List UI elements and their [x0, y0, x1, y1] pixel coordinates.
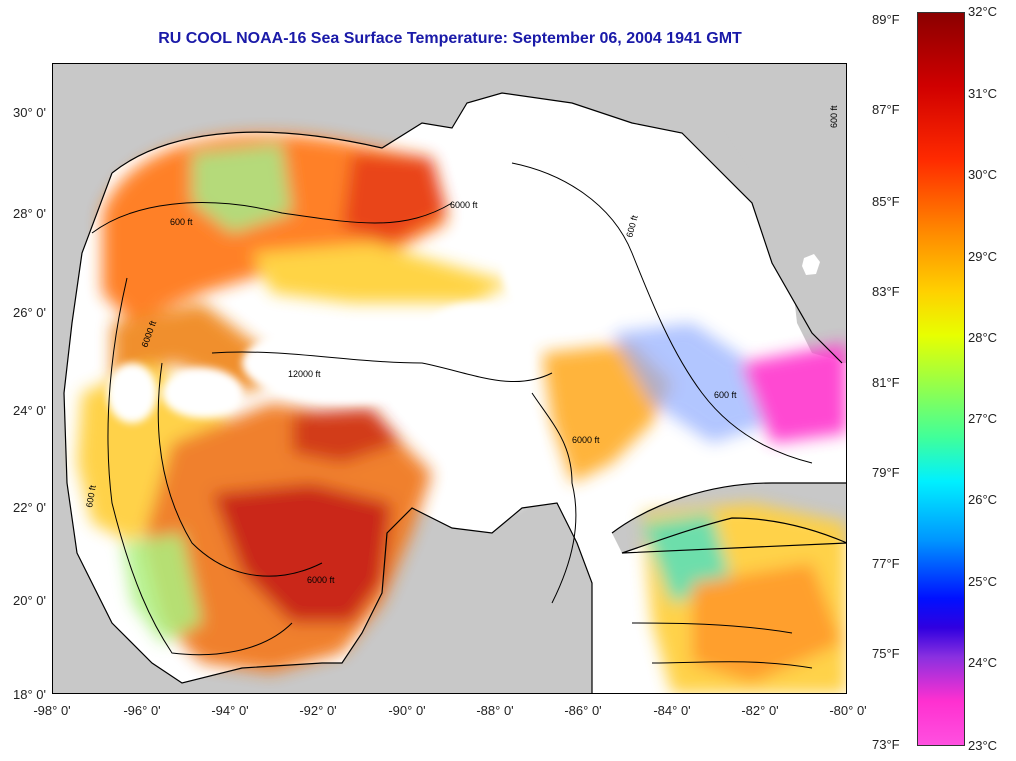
colorbar-c-label: 28°C [968, 330, 998, 345]
lon-label: -90° 0' [388, 703, 426, 718]
coastline [111, 92, 843, 364]
lon-label: -80° 0' [829, 703, 867, 718]
bathymetry-contours [91, 162, 813, 669]
colorbar-f-label: 87°F [872, 102, 900, 117]
lat-label: 28° 0' [13, 206, 46, 221]
colorbar-c-label: 29°C [968, 249, 998, 264]
lat-label: 24° 0' [13, 403, 46, 418]
colorbar-f-label: 89°F [872, 12, 900, 27]
colorbar-c-label: 27°C [968, 411, 998, 426]
lon-label: -96° 0' [123, 703, 161, 718]
lat-label: 18° 0' [13, 687, 46, 702]
contour-label: 6000 ft [307, 575, 335, 585]
lon-label: -86° 0' [564, 703, 602, 718]
map-canvas: 600 ft 6000 ft 12000 ft 600 ft 6000 ft 6… [52, 63, 847, 694]
colorbar-f-label: 73°F [872, 737, 900, 752]
colorbar-c-label: 31°C [968, 86, 998, 101]
contour-label: 6000 ft [450, 200, 478, 210]
lon-label: -82° 0' [741, 703, 779, 718]
colorbar-f-label: 83°F [872, 284, 900, 299]
florida-land [512, 63, 847, 363]
colorbar-c-label: 25°C [968, 574, 998, 589]
contour-label: 600 ft [84, 484, 98, 508]
lat-label: 20° 0' [13, 593, 46, 608]
lake-okeechobee [802, 254, 820, 275]
mexico-coastline [63, 172, 593, 694]
colorbar-f-label: 75°F [872, 646, 900, 661]
contour-label: 600 ft [829, 105, 839, 128]
colorbar-f-label: 79°F [872, 465, 900, 480]
colorbar-c-label: 26°C [968, 492, 998, 507]
cloud-patches [107, 193, 642, 513]
lat-label: 22° 0' [13, 500, 46, 515]
contour-label: 600 ft [170, 217, 193, 227]
contour-label: 600 ft [714, 390, 737, 400]
colorbar-f-label: 85°F [872, 194, 900, 209]
contour-label: 6000 ft [572, 435, 600, 445]
sst-map: 600 ft 6000 ft 12000 ft 600 ft 6000 ft 6… [52, 63, 847, 694]
lon-label: -92° 0' [299, 703, 337, 718]
contour-label: 12000 ft [288, 369, 321, 379]
lon-label: -98° 0' [33, 703, 71, 718]
map-frame [52, 63, 847, 694]
colorbar-c-label: 30°C [968, 167, 998, 182]
map-title: RU COOL NOAA-16 Sea Surface Temperature:… [158, 30, 742, 47]
lon-label: -84° 0' [653, 703, 691, 718]
colorbar-c-label: 24°C [968, 655, 998, 670]
lat-label: 30° 0' [13, 105, 46, 120]
colorbar-c-label: 32°C [968, 4, 998, 19]
yucatan-land [382, 503, 592, 694]
colorbar-f-label: 81°F [872, 375, 900, 390]
temperature-colorbar [917, 12, 965, 746]
lon-label: -94° 0' [211, 703, 249, 718]
cuba-coastline [611, 482, 847, 554]
colorbar-c-label: 23°C [968, 738, 998, 753]
lat-label: 26° 0' [13, 305, 46, 320]
lon-label: -88° 0' [476, 703, 514, 718]
colorbar-f-label: 77°F [872, 556, 900, 571]
